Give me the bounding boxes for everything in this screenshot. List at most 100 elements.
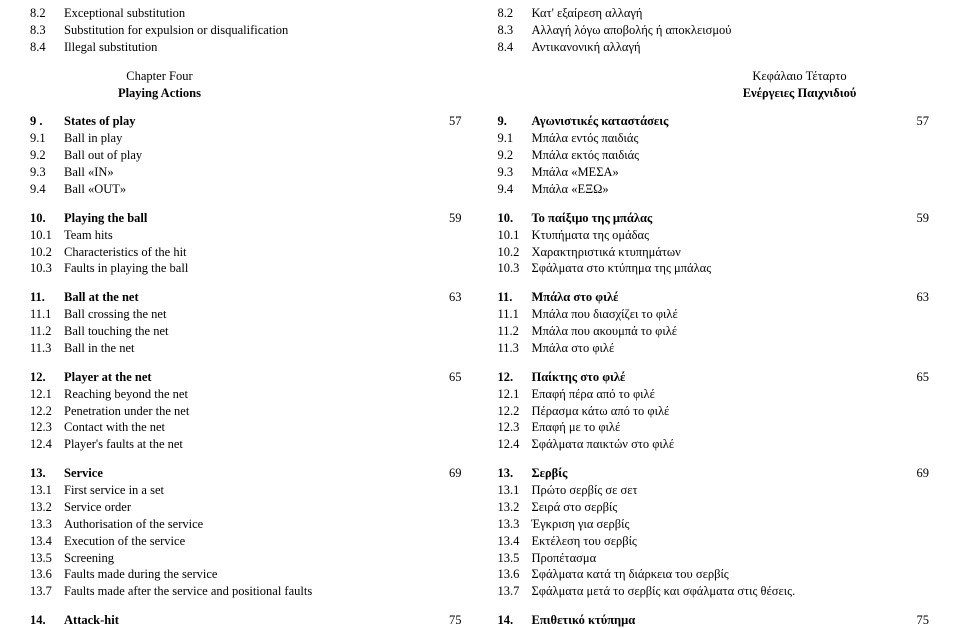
toc-title: Μπάλα στο φιλέ	[531, 340, 899, 357]
toc-page: 63	[899, 289, 929, 306]
toc-title: Μπάλα που διασχίζει το φιλέ	[531, 306, 899, 323]
toc-title: Penetration under the net	[64, 403, 432, 420]
toc-row: 10.Playing the ball59	[30, 210, 462, 227]
toc-title: Μπάλα «ΜΕΣΑ»	[531, 164, 899, 181]
toc-number: 10.2	[30, 244, 64, 261]
toc-row: 13.1First service in a set	[30, 482, 462, 499]
toc-row: 11.1Μπάλα που διασχίζει το φιλέ	[497, 306, 929, 323]
toc-number: 13.6	[497, 566, 531, 583]
toc-number: 13.7	[30, 583, 64, 600]
toc-number: 12.4	[30, 436, 64, 453]
toc-row: 8.2Κατ' εξαίρεση αλλαγή	[497, 5, 929, 22]
toc-number: 9.	[497, 113, 531, 130]
toc-row: 9.4Μπάλα «ΕΞΩ»	[497, 181, 929, 198]
toc-number: 9.3	[30, 164, 64, 181]
toc-row: 13.2Σειρά στο σερβίς	[497, 499, 929, 516]
toc-title: Κατ' εξαίρεση αλλαγή	[531, 5, 899, 22]
toc-row: 11.Μπάλα στο φιλέ63	[497, 289, 929, 306]
toc-number: 10.3	[30, 260, 64, 277]
toc-number: 9.2	[30, 147, 64, 164]
toc-title: Σφάλματα μετά το σερβίς και σφάλματα στι…	[531, 583, 899, 600]
toc-page: 75	[432, 612, 462, 629]
toc-number: 9.1	[497, 130, 531, 147]
toc-title: Contact with the net	[64, 419, 432, 436]
toc-row: 14.Επιθετικό κτύπημα75	[497, 612, 929, 629]
toc-number: 8.3	[30, 22, 64, 39]
chapter-heading: Κεφάλαιο ΤέταρτοΕνέργειες Παιχνιδιού	[670, 68, 929, 102]
toc-row: 9.3Μπάλα «ΜΕΣΑ»	[497, 164, 929, 181]
toc-row: 11.Ball at the net63	[30, 289, 462, 306]
toc-number: 12.4	[497, 436, 531, 453]
toc-number: 13.4	[497, 533, 531, 550]
toc-row: 13.4Execution of the service	[30, 533, 462, 550]
section-gap	[497, 198, 929, 210]
toc-row: 13.5Screening	[30, 550, 462, 567]
toc-number: 13.1	[497, 482, 531, 499]
toc-title: Έγκριση για σερβίς	[531, 516, 899, 533]
toc-row: 10.1Team hits	[30, 227, 462, 244]
toc-row: 12.4Player's faults at the net	[30, 436, 462, 453]
toc-title: Πέρασμα κάτω από το φιλέ	[531, 403, 899, 420]
toc-number: 13.2	[30, 499, 64, 516]
toc-number: 13.7	[497, 583, 531, 600]
toc-number: 11.1	[497, 306, 531, 323]
toc-row: 14.Attack-hit75	[30, 612, 462, 629]
toc-number: 13.4	[30, 533, 64, 550]
toc-row: 12.1Επαφή πέρα από το φιλέ	[497, 386, 929, 403]
toc-title: Αλλαγή λόγω αποβολής ή αποκλεισμού	[531, 22, 899, 39]
toc-row: 13.7Faults made after the service and po…	[30, 583, 462, 600]
right-column: 8.2Κατ' εξαίρεση αλλαγή8.3Αλλαγή λόγω απ…	[497, 5, 929, 629]
toc-number: 9.1	[30, 130, 64, 147]
toc-row: 13.3Authorisation of the service	[30, 516, 462, 533]
toc-row: 9.1Ball in play	[30, 130, 462, 147]
toc-page: 57	[899, 113, 929, 130]
chapter-subtitle: Ενέργειες Παιχνιδιού	[670, 85, 929, 102]
toc-title: Το παίξιμο της μπάλας	[531, 210, 899, 227]
toc-number: 11.	[497, 289, 531, 306]
toc-page: 65	[899, 369, 929, 386]
toc-title: First service in a set	[64, 482, 432, 499]
toc-number: 12.1	[30, 386, 64, 403]
toc-number: 9.4	[30, 181, 64, 198]
section-gap	[30, 600, 462, 612]
toc-row: 13.3Έγκριση για σερβίς	[497, 516, 929, 533]
toc-title: Reaching beyond the net	[64, 386, 432, 403]
toc-number: 9.4	[497, 181, 531, 198]
toc-title: Αντικανονική αλλαγή	[531, 39, 899, 56]
toc-title: Σφάλματα παικτών στο φιλέ	[531, 436, 899, 453]
toc-title: Screening	[64, 550, 432, 567]
toc-row: 10.2Χαρακτηριστικά κτυπημάτων	[497, 244, 929, 261]
toc-title: Playing the ball	[64, 210, 432, 227]
toc-number: 8.4	[497, 39, 531, 56]
toc-number: 13.2	[497, 499, 531, 516]
chapter-heading: Chapter FourPlaying Actions	[30, 68, 289, 102]
toc-title: Κτυπήματα της ομάδας	[531, 227, 899, 244]
toc-number: 13.	[497, 465, 531, 482]
toc-row: 11.1Ball crossing the net	[30, 306, 462, 323]
toc-number: 11.2	[497, 323, 531, 340]
toc-row: 12.3Επαφή με το φιλέ	[497, 419, 929, 436]
toc-number: 10.1	[497, 227, 531, 244]
toc-title: Player at the net	[64, 369, 432, 386]
toc-row: 11.2Μπάλα που ακουμπά το φιλέ	[497, 323, 929, 340]
toc-row: 13.5Προπέτασμα	[497, 550, 929, 567]
toc-number: 14.	[497, 612, 531, 629]
toc-number: 13.5	[497, 550, 531, 567]
toc-title: Execution of the service	[64, 533, 432, 550]
toc-row: 10.3Faults in playing the ball	[30, 260, 462, 277]
toc-row: 9.1Μπάλα εντός παιδιάς	[497, 130, 929, 147]
toc-row: 13.2Service order	[30, 499, 462, 516]
toc-row: 8.3Substitution for expulsion or disqual…	[30, 22, 462, 39]
section-gap	[30, 453, 462, 465]
toc-row: 11.3Ball in the net	[30, 340, 462, 357]
toc-row: 13.4Εκτέλεση του σερβίς	[497, 533, 929, 550]
toc-number: 12.3	[30, 419, 64, 436]
toc-number: 13.3	[497, 516, 531, 533]
toc-number: 9.2	[497, 147, 531, 164]
toc-number: 13.5	[30, 550, 64, 567]
toc-number: 12.	[497, 369, 531, 386]
toc-title: Exceptional substitution	[64, 5, 432, 22]
left-column: 8.2Exceptional substitution8.3Substituti…	[30, 5, 462, 629]
toc-title: Faults in playing the ball	[64, 260, 432, 277]
toc-number: 12.3	[497, 419, 531, 436]
